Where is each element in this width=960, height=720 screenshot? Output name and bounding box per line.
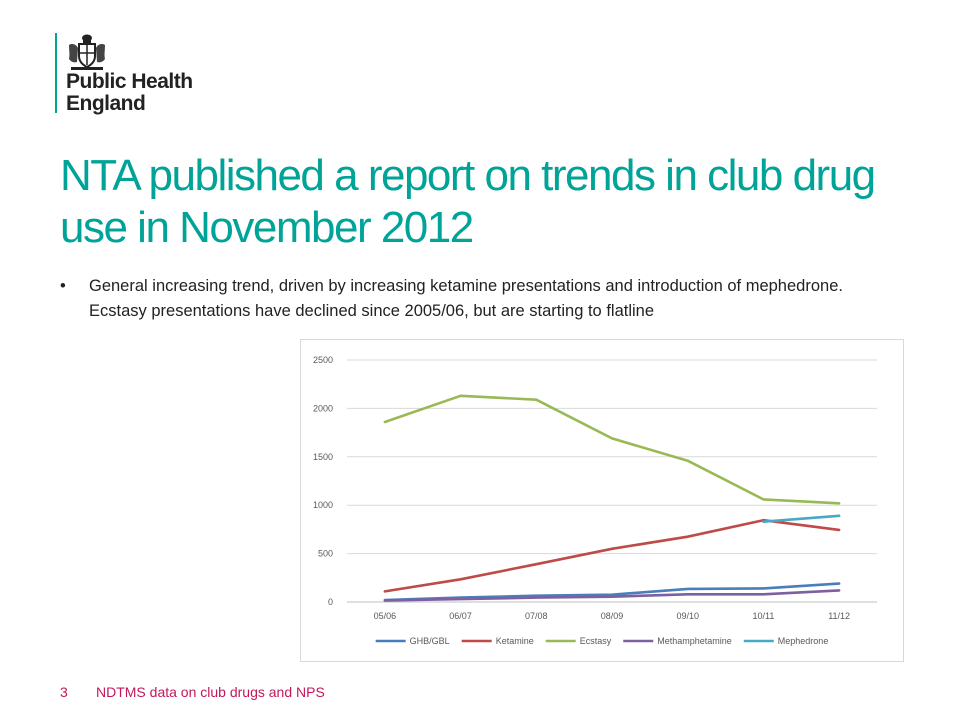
logo-line-2: England <box>66 92 146 115</box>
royal-crest-icon <box>69 34 105 70</box>
bullet-marker: • <box>60 277 66 295</box>
legend-entry: Ketamine <box>461 636 534 646</box>
logo-text: Public Health England <box>66 71 193 115</box>
y-tick-label: 500 <box>318 549 333 559</box>
x-tick-label: 05/06 <box>374 611 397 621</box>
logo-line-1: Public Health <box>66 70 193 93</box>
bullet-point: • General increasing trend, driven by in… <box>60 274 900 324</box>
legend-entry: Mephedrone <box>743 636 829 646</box>
bullet-text: General increasing trend, driven by incr… <box>89 277 843 320</box>
legend-label: Ketamine <box>496 636 534 646</box>
logo-divider <box>55 33 57 113</box>
slide-title: NTA published a report on trends in club… <box>60 151 876 252</box>
y-tick-label: 2000 <box>313 403 333 413</box>
line-chart: 0 500 1000 1500 2000 2500 05/06 06/07 07/08 08/0… <box>300 339 904 662</box>
x-tick-label: 08/09 <box>601 611 624 621</box>
legend-entry: GHB/GBL <box>375 636 450 646</box>
footer-text: NDTMS data on club drugs and NPS <box>96 684 325 700</box>
x-tick-label: 09/10 <box>676 611 699 621</box>
x-tick-label: 07/08 <box>525 611 548 621</box>
y-tick-label: 2500 <box>313 355 333 365</box>
y-tick-label: 1500 <box>313 452 333 462</box>
x-tick-label: 06/07 <box>449 611 472 621</box>
legend-entry: Ecstasy <box>545 636 612 646</box>
series-line-methamphetamine <box>383 589 841 602</box>
page-number: 3 <box>60 684 68 700</box>
series-line-ketamine <box>383 518 841 593</box>
y-tick-label: 0 <box>328 597 333 607</box>
series-line-ghb-gbl <box>383 582 841 602</box>
chart-canvas: 0 500 1000 1500 2000 2500 05/06 06/07 07/08 08/0… <box>313 355 877 646</box>
series-line-mephedrone <box>762 514 841 523</box>
y-tick-label: 1000 <box>313 500 333 510</box>
x-tick-label: 10/11 <box>752 611 774 621</box>
legend-label: GHB/GBL <box>410 636 450 646</box>
phe-logo: Public Health England <box>55 33 235 123</box>
legend-label: Ecstasy <box>580 636 612 646</box>
legend-label: Methamphetamine <box>657 636 732 646</box>
x-tick-label: 11/12 <box>828 611 850 621</box>
legend-entry: Methamphetamine <box>623 636 732 646</box>
series-line-ecstasy <box>383 394 841 505</box>
legend-label: Mephedrone <box>778 636 829 646</box>
